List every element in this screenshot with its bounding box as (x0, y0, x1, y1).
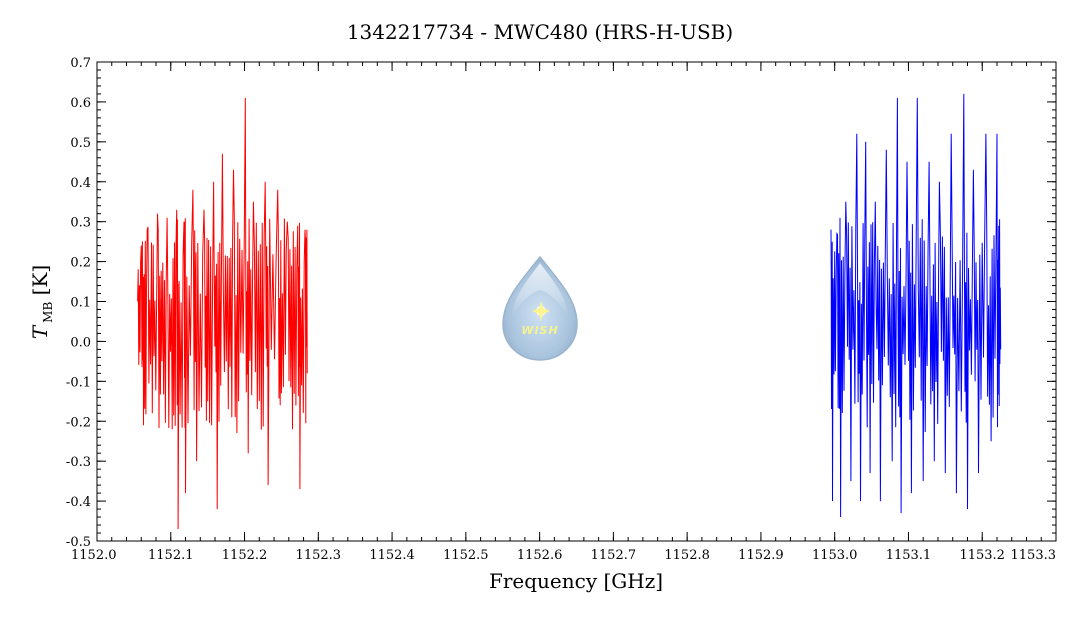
axes-layer: 1152.0 1152.1 1152.2 1152.3 1152.4 1152.5 1152… (66, 56, 1057, 563)
y-tick-label: -0.2 (66, 415, 91, 430)
y-tick-label: 0.2 (70, 256, 91, 271)
y-tick-label: 0.1 (70, 296, 91, 311)
x-tick-label: 1153.0 (812, 548, 858, 563)
x-tick-label: 1152.5 (443, 548, 489, 563)
y-axis-label: TMB [K] (28, 265, 55, 339)
y-tick-label: 0.5 (70, 136, 91, 151)
y-tick-label: -0.1 (66, 375, 91, 390)
y-axis-label-unit: [K] (28, 265, 52, 302)
x-tick-label: 1152.8 (664, 548, 710, 563)
x-tick-label: 1152.1 (148, 548, 194, 563)
y-tick-label: -0.3 (66, 455, 91, 470)
x-tick-label: 1152.2 (222, 548, 268, 563)
x-tick-label: 1152.0 (71, 548, 117, 563)
spectrum-series-1 (137, 97, 308, 530)
x-tick-label: 1152.7 (591, 548, 637, 563)
y-tick-label: -0.4 (66, 495, 91, 510)
wish-logo-watermark: WISH (502, 255, 578, 361)
y-tick-label: 0.0 (70, 335, 91, 350)
y-tick-label: 0.6 (70, 96, 91, 111)
y-tick-label: -0.5 (66, 535, 91, 550)
x-tick-label: 1152.3 (296, 548, 342, 563)
x-tick-label: 1152.6 (517, 548, 563, 563)
y-axis-label-main: T (28, 324, 52, 339)
chart-title: 1342217734 - MWC480 (HRS-H-USB) (347, 20, 733, 44)
x-tick-label: 1152.9 (738, 548, 784, 563)
star-icon (532, 301, 550, 321)
logo-lettering: WISH (521, 324, 558, 337)
x-tick-label: 1152.4 (369, 548, 415, 563)
x-tick-label: 1153.3 (1011, 548, 1057, 563)
series-layer (137, 93, 1002, 530)
y-tick-label: 0.7 (70, 56, 91, 71)
x-tick-label: 1153.2 (959, 548, 1005, 563)
x-tick-label: 1153.1 (886, 548, 932, 563)
y-axis-label-sub: MB (41, 302, 55, 323)
y-tick-label: 0.4 (70, 176, 91, 191)
x-axis-label: Frequency [GHz] (489, 569, 663, 593)
y-tick-label: 0.3 (70, 216, 91, 231)
spectrum-series-2 (830, 93, 1002, 518)
